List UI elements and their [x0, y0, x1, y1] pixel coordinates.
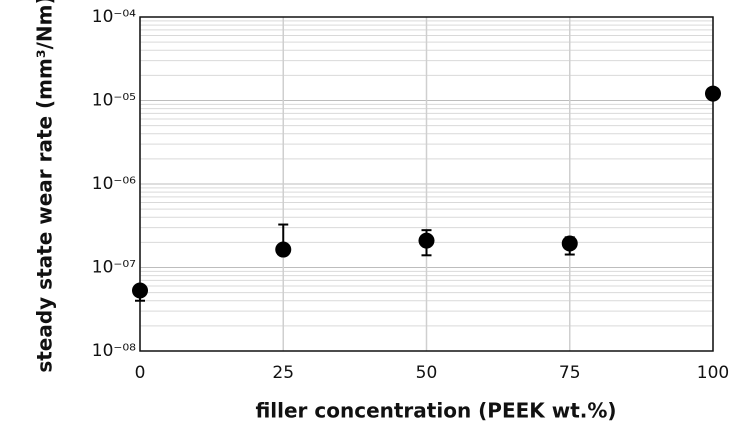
y-tick-label: 10⁻⁰⁷ — [92, 258, 136, 278]
x-tick-label: 50 — [416, 363, 438, 383]
data-point — [418, 232, 435, 249]
y-tick-label: 10⁻⁰⁴ — [92, 7, 136, 27]
x-tick-label: 100 — [697, 363, 729, 383]
data-point — [275, 241, 292, 258]
data-point — [561, 235, 578, 252]
x-tick-label: 0 — [135, 363, 146, 383]
y-tick-label: 10⁻⁰⁵ — [92, 91, 136, 111]
y-axis-title: steady state wear rate (mm³/Nm) — [33, 0, 57, 373]
x-tick-label: 25 — [272, 363, 294, 383]
y-tick-label: 10⁻⁰⁸ — [92, 341, 136, 361]
plot-frame — [139, 16, 714, 352]
y-tick-label: 10⁻⁰⁶ — [92, 174, 136, 194]
x-tick-label: 75 — [559, 363, 581, 383]
data-point — [705, 85, 721, 102]
data-point — [132, 282, 148, 299]
x-axis-title: filler concentration (PEEK wt.%) — [255, 399, 616, 423]
